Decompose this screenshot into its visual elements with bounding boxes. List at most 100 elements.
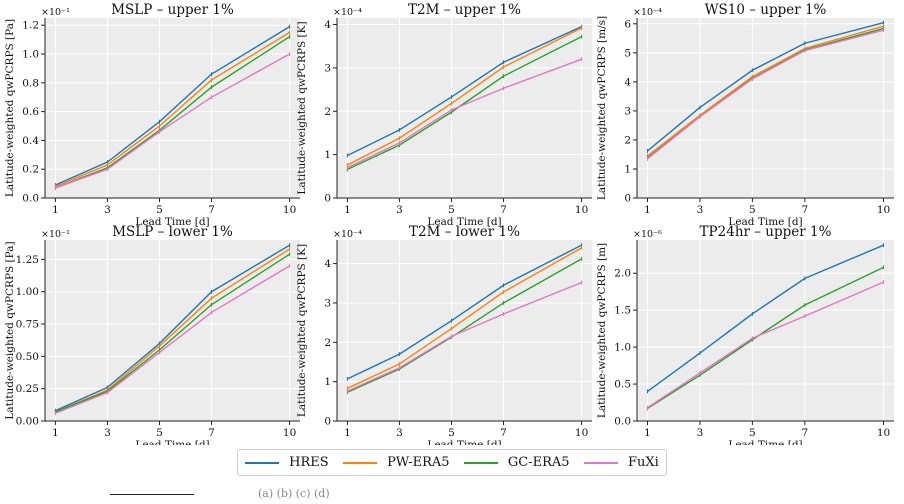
y-axis-label: Latitude-weighted qwPCRPS [K]: [296, 21, 308, 194]
footnote-rule: [110, 494, 194, 495]
legend: HRES PW-ERA5 GC-ERA5 FuXi: [237, 449, 667, 476]
x-tick-label: 3: [396, 204, 403, 216]
chart-title: T2M – upper 1%: [408, 2, 521, 18]
x-tick-label: 3: [697, 204, 704, 216]
y-tick-label: 0.8: [22, 77, 39, 89]
plot-background: [337, 18, 592, 198]
legend-label-hres: HRES: [289, 455, 329, 470]
y-tick-label: 1: [624, 163, 631, 175]
x-tick-label: 5: [749, 427, 756, 439]
plot-background: [45, 18, 300, 198]
subfigure-labels: (a) (b) (c) (d): [258, 487, 330, 500]
y-tick-label: 0: [624, 193, 631, 205]
y-tick-label: 0.6: [22, 106, 39, 118]
y-tick-label: 3: [324, 297, 331, 309]
y-tick-label: 4: [324, 258, 331, 270]
x-tick-label: 5: [448, 204, 455, 216]
x-tick-label: 3: [104, 427, 111, 439]
legend-swatch-gc-era5: [463, 461, 498, 464]
axis-multiplier: ×10⁻⁶: [633, 229, 662, 240]
legend-label-gc-era5: GC-ERA5: [507, 455, 570, 470]
x-tick-label: 3: [396, 427, 403, 439]
y-tick-label: 2.0: [614, 268, 631, 280]
x-tick-label: 5: [156, 427, 163, 439]
legend-swatch-fuxi: [583, 461, 618, 464]
y-tick-label: 4: [324, 19, 331, 31]
y-tick-label: 2: [324, 337, 331, 349]
chart-grid: 0.00.20.40.60.81.01.21 3 5 7 10×10⁻¹ MSLP – u…: [4, 2, 894, 445]
chart-panel-6: 0.0 0.5 1.0 1.5 2.0 1 3 5 7 10 ×10⁻⁶ TP24hr – upper…: [596, 224, 894, 445]
axis-multiplier: ×10⁻⁴: [633, 7, 662, 18]
legend-item-gc-era5: GC-ERA5: [463, 455, 570, 470]
x-tick-label: 7: [208, 427, 215, 439]
y-tick-label: 0.00: [16, 416, 39, 428]
axis-multiplier: ×10⁻¹: [41, 7, 70, 18]
axis-multiplier: ×10⁻¹: [41, 229, 70, 240]
y-tick-label: 1.2: [22, 20, 39, 32]
x-tick-label: 10: [877, 204, 890, 216]
y-tick-label: 0.0: [22, 193, 39, 205]
y-tick-label: 0.4: [22, 135, 39, 147]
legend-swatch-pw-era5: [343, 461, 378, 464]
y-tick-label: 0.25: [16, 383, 39, 395]
x-axis-label: Lead Time [d]: [135, 216, 209, 228]
y-tick-label: 0.75: [16, 319, 39, 331]
legend-label-pw-era5: PW-ERA5: [387, 455, 450, 470]
y-tick-label: 2: [624, 134, 631, 146]
chart-panel-2: 0 1 2 3 4 1 3 5 7 10 ×10⁻⁴ T2M – upper 1% Lead Time …: [296, 2, 592, 228]
x-tick-label: 7: [801, 427, 808, 439]
x-tick-label: 3: [104, 204, 111, 216]
axis-multiplier: ×10⁻⁴: [333, 7, 362, 18]
y-tick-label: 1.00: [16, 286, 39, 298]
y-tick-label: 0: [324, 416, 331, 428]
x-axis-label: Lead Time [d]: [728, 216, 802, 228]
chart-title: T2M – lower 1%: [409, 224, 520, 240]
legend-item-pw-era5: PW-ERA5: [343, 455, 450, 470]
x-tick-label: 10: [575, 204, 588, 216]
chart-title: TP24hr – upper 1%: [700, 224, 832, 240]
y-tick-label: 0.50: [16, 351, 39, 363]
chart-panel-5: 0 1 2 3 4 1 3 5 7 10 ×10⁻⁴ T2M – lower 1% Lead Time …: [296, 224, 592, 445]
axis-multiplier: ×10⁻⁴: [333, 229, 362, 240]
x-axis-label: Lead Time [d]: [135, 439, 209, 445]
x-tick-label: 5: [156, 204, 163, 216]
x-tick-label: 7: [801, 204, 808, 216]
y-tick-label: 1.0: [22, 49, 39, 61]
x-tick-label: 1: [644, 204, 651, 216]
chart-panel-1: 0.0 0.2 0.4 0.6 0.8 1.0 1.2 1 3 5 7 10 ×10⁻¹ MSLP – u…: [4, 2, 300, 228]
y-tick-label: 0: [324, 193, 331, 205]
y-axis-label: Latitude-weighted qwPCRPS [Pa]: [4, 19, 16, 197]
x-axis-label: Lead Time [d]: [427, 439, 501, 445]
y-tick-label: 0.2: [22, 164, 39, 176]
y-tick-label: 0.5: [614, 379, 631, 391]
y-axis-label: Latitude-weighted qwPCRPS [K]: [296, 244, 308, 417]
x-axis-label: Lead Time [d]: [728, 439, 802, 445]
chart-title: MSLP – upper 1%: [111, 2, 234, 18]
y-tick-label: 1.0: [614, 342, 631, 354]
chart-title: WS10 – upper 1%: [705, 2, 827, 18]
legend-label-fuxi: FuXi: [627, 455, 659, 470]
x-tick-label: 1: [344, 427, 351, 439]
y-tick-label: 6: [624, 18, 631, 30]
x-tick-label: 10: [877, 427, 890, 439]
y-tick-label: 4: [624, 76, 631, 88]
x-tick-label: 10: [575, 427, 588, 439]
x-tick-label: 10: [283, 204, 296, 216]
chart-panel-4: 0.00 0.25 0.50 0.75 1.00 1.25 1 3 5 7 10 ×10⁻¹ MSLP …: [4, 224, 300, 445]
x-tick-label: 5: [749, 204, 756, 216]
y-tick-label: 3: [624, 105, 631, 117]
x-axis-label: Lead Time [d]: [427, 216, 501, 228]
x-tick-label: 1: [52, 427, 59, 439]
legend-swatch-hres: [245, 461, 280, 464]
x-tick-label: 1: [644, 427, 651, 439]
y-axis-label: Latitude-weighted qwPCRPS [Pa]: [4, 241, 16, 419]
x-tick-label: 5: [448, 427, 455, 439]
plot-background: [637, 18, 894, 198]
y-tick-label: 0.0: [614, 416, 631, 428]
y-axis-label: Latitude-weighted qwPCRPS [m]: [596, 243, 608, 418]
y-axis-label: Latitude-weighted qwPCRPS [m/s]: [596, 16, 608, 200]
y-tick-label: 1.5: [614, 305, 631, 317]
x-tick-label: 7: [208, 204, 215, 216]
y-tick-label: 2: [324, 106, 331, 118]
legend-item-fuxi: FuXi: [583, 455, 659, 470]
